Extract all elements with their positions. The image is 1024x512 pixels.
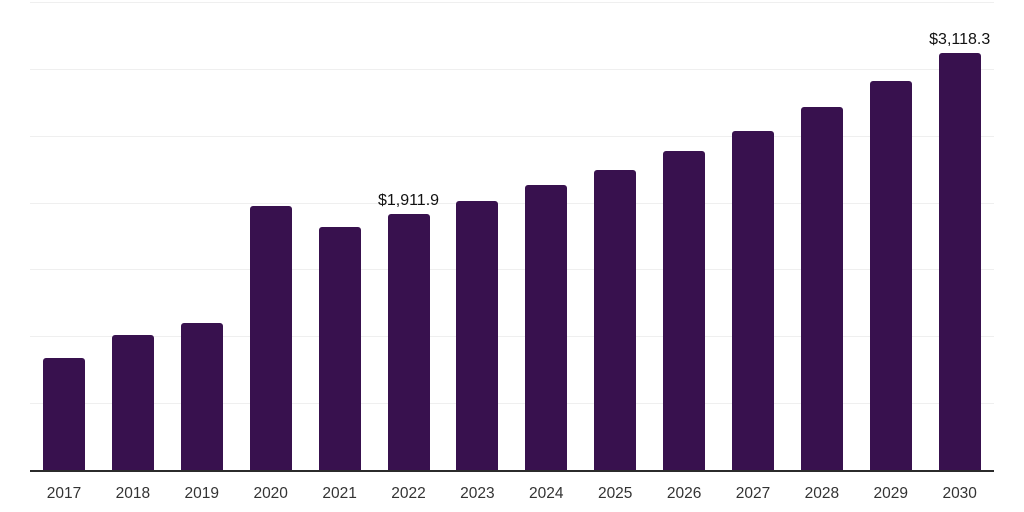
bar-2021[interactable] — [318, 226, 361, 470]
gridline-1500 — [29, 269, 994, 271]
gridline-500 — [29, 403, 994, 405]
bar-2022[interactable] — [387, 214, 430, 470]
x-tick-label-2021: 2021 — [322, 485, 357, 502]
bar-2028[interactable] — [800, 107, 843, 470]
bar-2018[interactable] — [111, 335, 154, 470]
bar-2030[interactable] — [938, 53, 981, 470]
x-tick-label-2027: 2027 — [735, 485, 771, 502]
data-label-2022: $1,911.9 — [377, 192, 440, 210]
bar-2023[interactable] — [456, 200, 499, 470]
x-tick-label-2018: 2018 — [115, 485, 151, 502]
bar-2020[interactable] — [249, 205, 292, 470]
gridline-3500 — [29, 2, 994, 3]
x-tick-label-2029: 2029 — [873, 485, 909, 502]
gridline-3000 — [29, 68, 994, 70]
bar-2019[interactable] — [180, 323, 223, 470]
gridline-1000 — [29, 336, 994, 338]
x-tick-label-2019: 2019 — [184, 485, 220, 502]
x-tick-label-2025: 2025 — [597, 485, 633, 502]
bar-2027[interactable] — [732, 130, 774, 470]
x-tick-label-2028: 2028 — [804, 485, 840, 502]
x-tick-label-2030: 2030 — [942, 485, 977, 502]
x-tick-label-2022: 2022 — [391, 485, 426, 502]
bar-2026[interactable] — [663, 150, 706, 470]
x-tick-label-2026: 2026 — [666, 485, 702, 502]
x-axis-line — [29, 470, 994, 472]
x-tick-label-2017: 2017 — [46, 485, 82, 502]
bar-2025[interactable] — [594, 169, 637, 470]
x-tick-label-2020: 2020 — [253, 485, 288, 502]
bar-2024[interactable] — [525, 185, 568, 470]
data-label-2030: $3,118.3 — [929, 31, 991, 49]
gridline-2500 — [29, 135, 994, 137]
bar-2029[interactable] — [869, 81, 912, 470]
gridline-2000 — [29, 202, 994, 204]
x-tick-label-2023: 2023 — [460, 485, 495, 502]
bar-2017[interactable] — [43, 357, 85, 470]
x-tick-label-2024: 2024 — [529, 485, 564, 502]
